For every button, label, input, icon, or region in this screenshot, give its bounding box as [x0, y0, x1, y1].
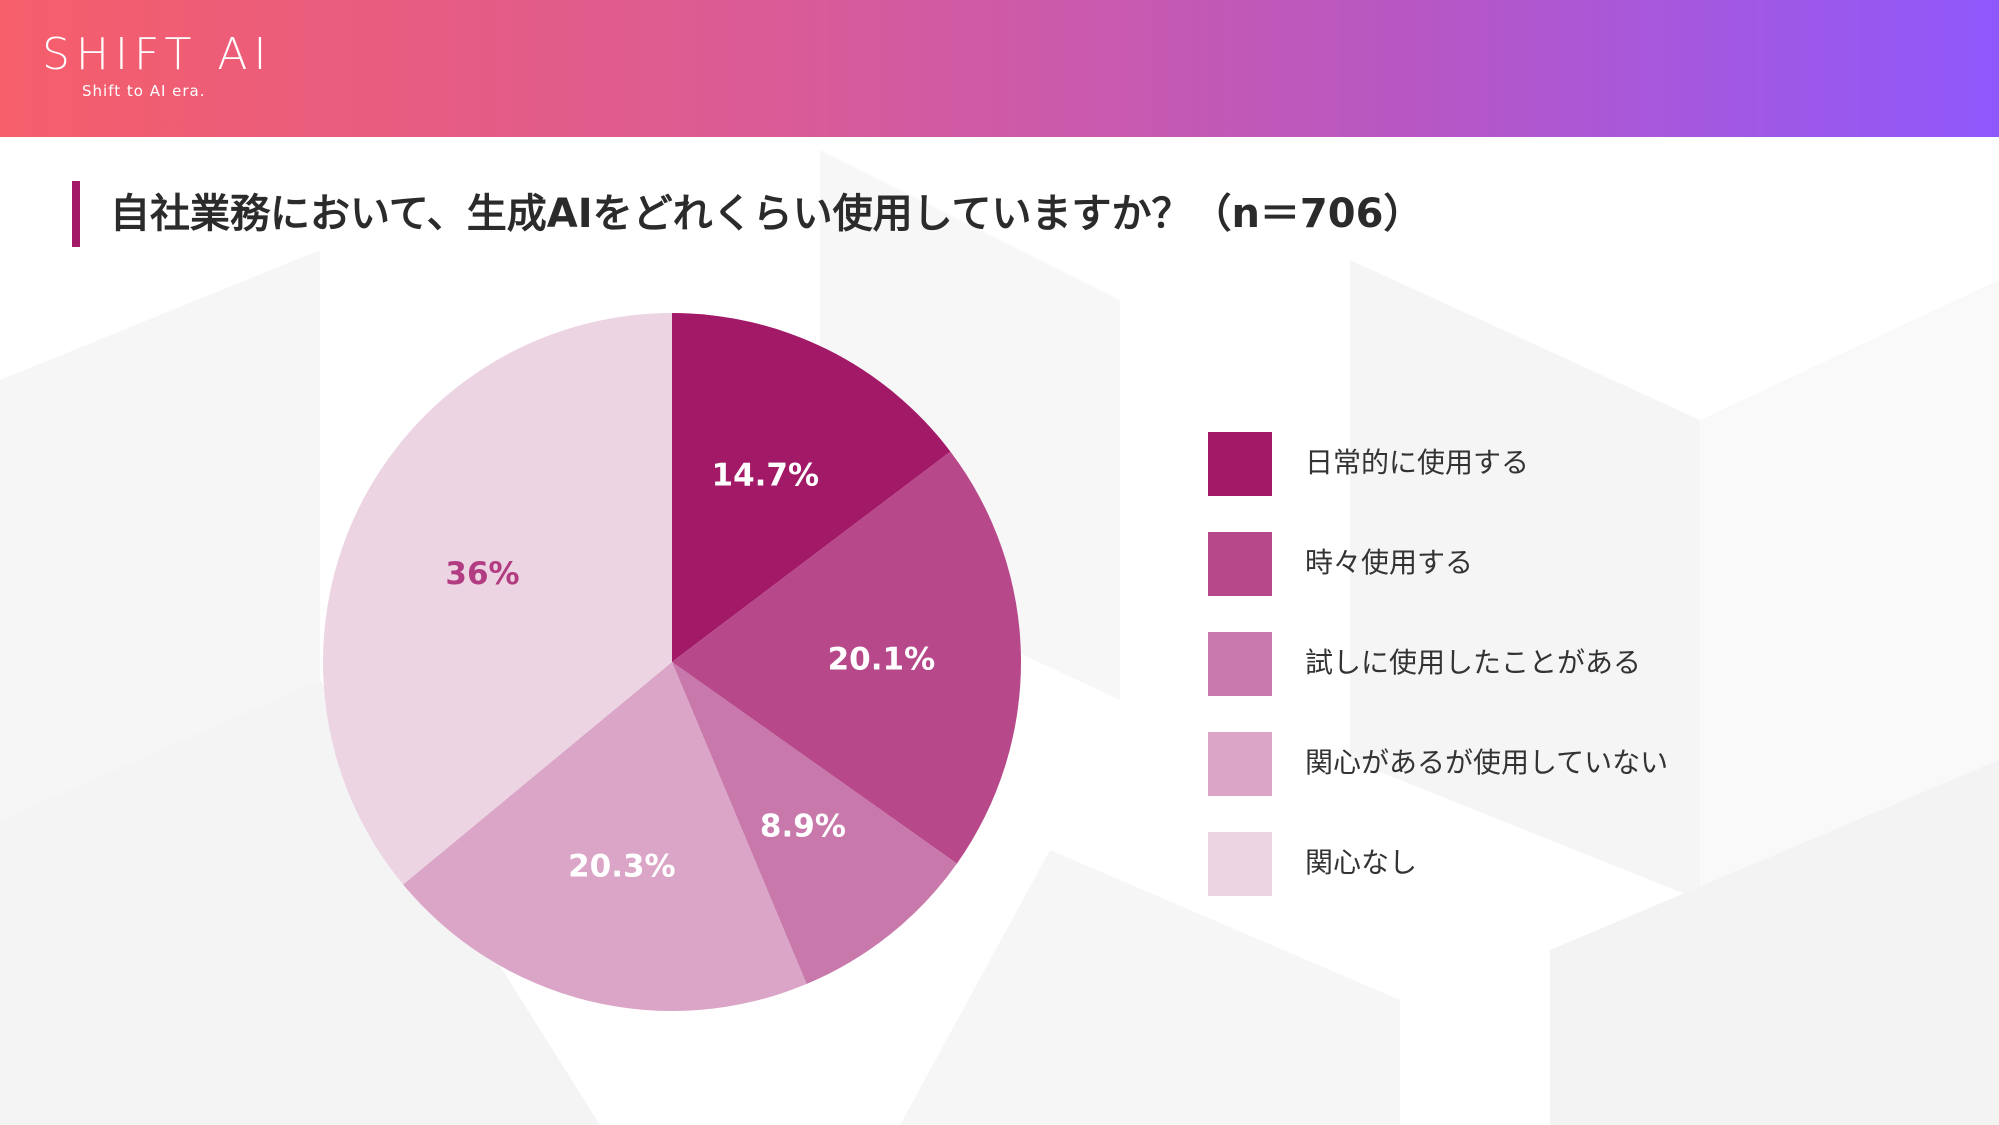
slice-label-1: 14.7% — [712, 458, 820, 494]
pie-slice-3 — [672, 662, 957, 985]
pie-slice-1 — [672, 313, 951, 662]
header-banner: SHIFT AI Shift to AI era. — [0, 0, 1999, 137]
legend-swatch — [1208, 732, 1272, 796]
brand-logo: SHIFT AI Shift to AI era. — [42, 29, 273, 101]
legend-label: 時々使用する — [1305, 546, 1474, 579]
slice-label-2: 20.1% — [828, 642, 936, 678]
slice-label-4: 20.3% — [568, 848, 676, 884]
legend-label: 日常的に使用する — [1305, 446, 1530, 479]
legend-swatch — [1208, 632, 1272, 696]
legend-swatch — [1208, 532, 1272, 596]
legend-label: 試しに使用したことがある — [1305, 646, 1642, 679]
pie-slice-4 — [403, 662, 807, 1012]
legend-swatch — [1208, 432, 1272, 496]
pie-slice-2 — [672, 451, 1021, 864]
legend-swatch — [1208, 832, 1272, 896]
pie-slice-5 — [323, 313, 672, 885]
page-title: 自社業務において、生成AIをどれくらい使用していますか？（n＝706） — [110, 191, 1424, 237]
legend-label: 関心なし — [1305, 846, 1418, 879]
title-accent-bar — [72, 181, 80, 247]
slice-label-5: 36% — [445, 556, 519, 592]
brand-name: SHIFT AI — [42, 29, 273, 80]
slice-label-3: 8.9% — [760, 808, 846, 844]
legend-label: 関心があるが使用していない — [1305, 746, 1669, 779]
brand-tagline: Shift to AI era. — [82, 82, 206, 100]
